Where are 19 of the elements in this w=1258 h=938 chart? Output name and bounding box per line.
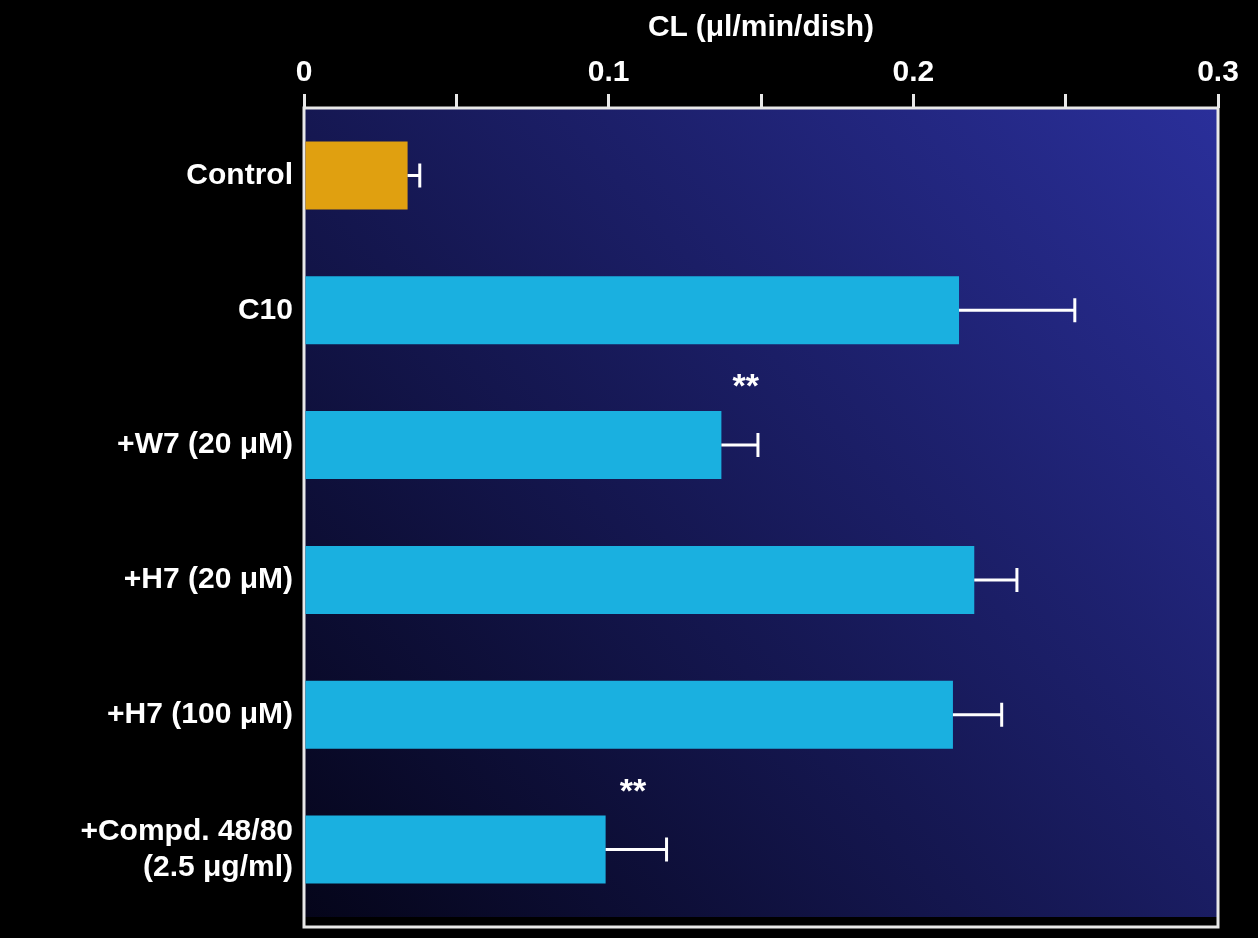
bar bbox=[305, 141, 408, 210]
bar bbox=[305, 276, 960, 345]
bar bbox=[305, 815, 606, 884]
annotation: ** bbox=[732, 366, 760, 405]
bar bbox=[305, 680, 953, 749]
y-tick-label: +H7 (100 μM) bbox=[107, 696, 293, 730]
bar bbox=[305, 411, 722, 480]
y-tick-label: +Compd. 48/80 (2.5 μg/ml) bbox=[80, 812, 293, 882]
y-tick-label: +W7 (20 μM) bbox=[117, 426, 293, 460]
x-tick-label: 0 bbox=[295, 54, 313, 88]
x-tick-label: 0.3 bbox=[1197, 54, 1239, 88]
x-axis-title: CL (μl/min/dish) bbox=[647, 9, 875, 43]
y-tick-label: Control bbox=[186, 156, 293, 190]
annotation: ** bbox=[619, 770, 648, 809]
y-tick-label: C10 bbox=[237, 291, 293, 325]
x-tick-label: 0.2 bbox=[892, 54, 935, 88]
y-tick-label: +H7 (20 μM) bbox=[123, 561, 293, 595]
bar bbox=[305, 545, 975, 614]
x-tick-label: 0.1 bbox=[587, 54, 630, 88]
